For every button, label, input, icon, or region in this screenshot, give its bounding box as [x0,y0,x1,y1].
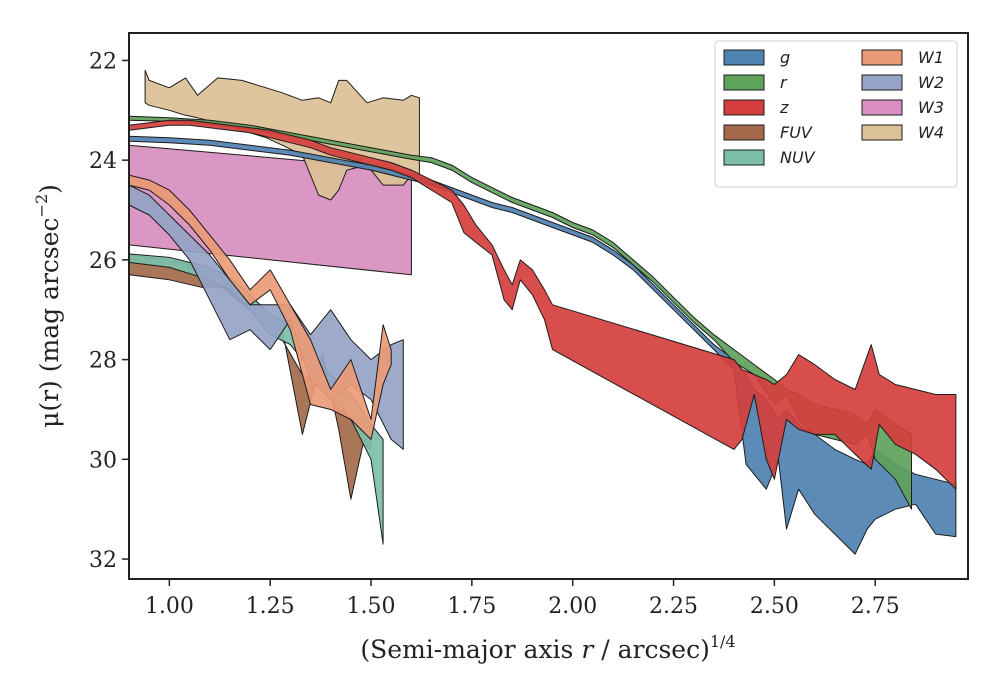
y-tick-label: 28 [89,349,117,374]
x-tick-label: 2.75 [851,594,900,619]
y-axis-label: μ(r) (mag arcsec−2) [32,184,64,428]
y-tick-label: 24 [89,149,117,174]
x-tick-label: 1.25 [246,594,295,619]
legend-swatch-w2 [861,74,903,91]
x-tick-label: 2.50 [750,594,799,619]
x-axis-ticks: 1.00 1.25 1.50 1.75 2.00 2.25 2.50 2.75 [145,579,900,619]
band-areas [128,69,957,555]
band-w1 [128,174,392,440]
band-g [128,135,957,555]
legend-swatch-g [723,49,765,66]
legend-label-r: r [780,73,788,92]
x-tick-label: 1.75 [447,594,496,619]
x-tick-label: 2.25 [649,594,698,619]
y-tick-label: 26 [89,249,117,274]
x-axis-label: (Semi-major axis r / arcsec)1/4 [360,632,735,664]
y-axis-ticks: 22 24 26 28 30 32 [89,49,129,573]
legend-label-w3: W3 [918,98,944,117]
legend-label-z: z [779,98,789,117]
legend-swatch-w4 [861,124,903,141]
x-tick-label: 2.00 [548,594,597,619]
legend-swatch-w1 [861,49,903,66]
plot-frame [128,32,969,580]
legend-swatch-r [723,74,765,91]
band-r [128,115,912,510]
legend-swatch-w3 [861,99,903,116]
legend-label-fuv: FUV [780,123,813,142]
legend-swatch-z [723,99,765,116]
y-tick-label: 30 [89,448,117,473]
legend-label-w4: W4 [918,123,944,142]
legend-label-w1: W1 [918,48,944,67]
legend-label-g: g [780,48,790,67]
y-tick-label: 32 [89,548,117,573]
legend: grz FUV NUV W1 W2 W3 W4 [714,40,958,188]
x-tick-label: 1.00 [145,594,194,619]
band-z [128,119,957,490]
x-tick-label: 1.50 [347,594,396,619]
legend-label-nuv: NUV [780,148,816,167]
legend-swatch-fuv [723,124,765,141]
y-tick-label: 22 [89,49,117,74]
legend-label-w2: W2 [918,73,944,92]
legend-swatch-nuv [723,149,765,166]
